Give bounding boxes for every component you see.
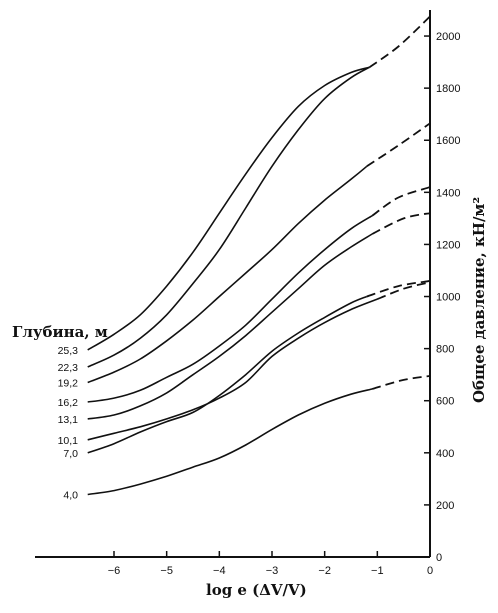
y-tick-label: 1800 (436, 83, 460, 95)
series-line (87, 233, 373, 420)
x-axis-label: log e (ΔV/V) (206, 581, 307, 599)
series-extrapolation-line (366, 280, 431, 298)
series-extrapolation-line (366, 122, 431, 168)
series-line (87, 215, 373, 403)
y-tick-label: 800 (436, 344, 454, 356)
series-depth-label: 10,1 (58, 435, 79, 447)
y-tick-label: 0 (436, 552, 442, 564)
series-extrapolation-line (376, 281, 431, 300)
y-tick-label: 600 (436, 396, 454, 408)
series-depth-label: 4,0 (63, 489, 78, 501)
series-line (87, 165, 368, 384)
y-tick-label: 2000 (436, 31, 460, 43)
series-extrapolation-line (371, 375, 431, 390)
series-extrapolation-line (368, 15, 431, 69)
series-line (87, 295, 368, 454)
x-tick-label: −5 (160, 565, 173, 577)
series-line (87, 388, 373, 496)
series-depth-label: 19,2 (58, 377, 79, 389)
y-tick-label: 1200 (436, 239, 460, 251)
x-tick-label: −6 (108, 565, 121, 577)
y-tick-label: 1000 (436, 292, 460, 304)
series-extrapolation-line (371, 186, 431, 217)
y-tick-label: 200 (436, 500, 454, 512)
y-axis-label: Общее давление, кН/м² (470, 197, 488, 403)
x-tick-label: −1 (371, 565, 384, 577)
x-tick-label: −2 (318, 565, 331, 577)
series-legend-title: Глубина, м (12, 323, 108, 341)
series-depth-label: 13,1 (58, 414, 79, 426)
axes: −6 −5 −4 −3 −2 −1 00 200 400 600 800 1000 1200 1400 16… (35, 10, 460, 577)
labels: Глубина, м log e (ΔV/V) Общее давление, … (12, 197, 488, 599)
series-depth-label: 25,3 (58, 345, 79, 357)
series-depth-label: 7,0 (63, 448, 78, 460)
y-tick-label: 1400 (436, 187, 460, 199)
y-tick-label: 1600 (436, 135, 460, 147)
series-depth-label: 22,3 (58, 362, 79, 374)
series-line (87, 66, 370, 351)
x-tick-label: 0 (427, 565, 433, 577)
series-line (87, 298, 378, 441)
y-tick-label: 400 (436, 448, 454, 460)
x-tick-label: −3 (266, 565, 279, 577)
curves: 25,3 22,3 19,2 16,2 13,1 10,17,0 4,0 (58, 15, 431, 501)
x-tick-label: −4 (213, 565, 226, 577)
series-extrapolation-line (371, 212, 431, 235)
series-line (87, 66, 370, 368)
series-depth-label: 16,2 (58, 397, 79, 409)
